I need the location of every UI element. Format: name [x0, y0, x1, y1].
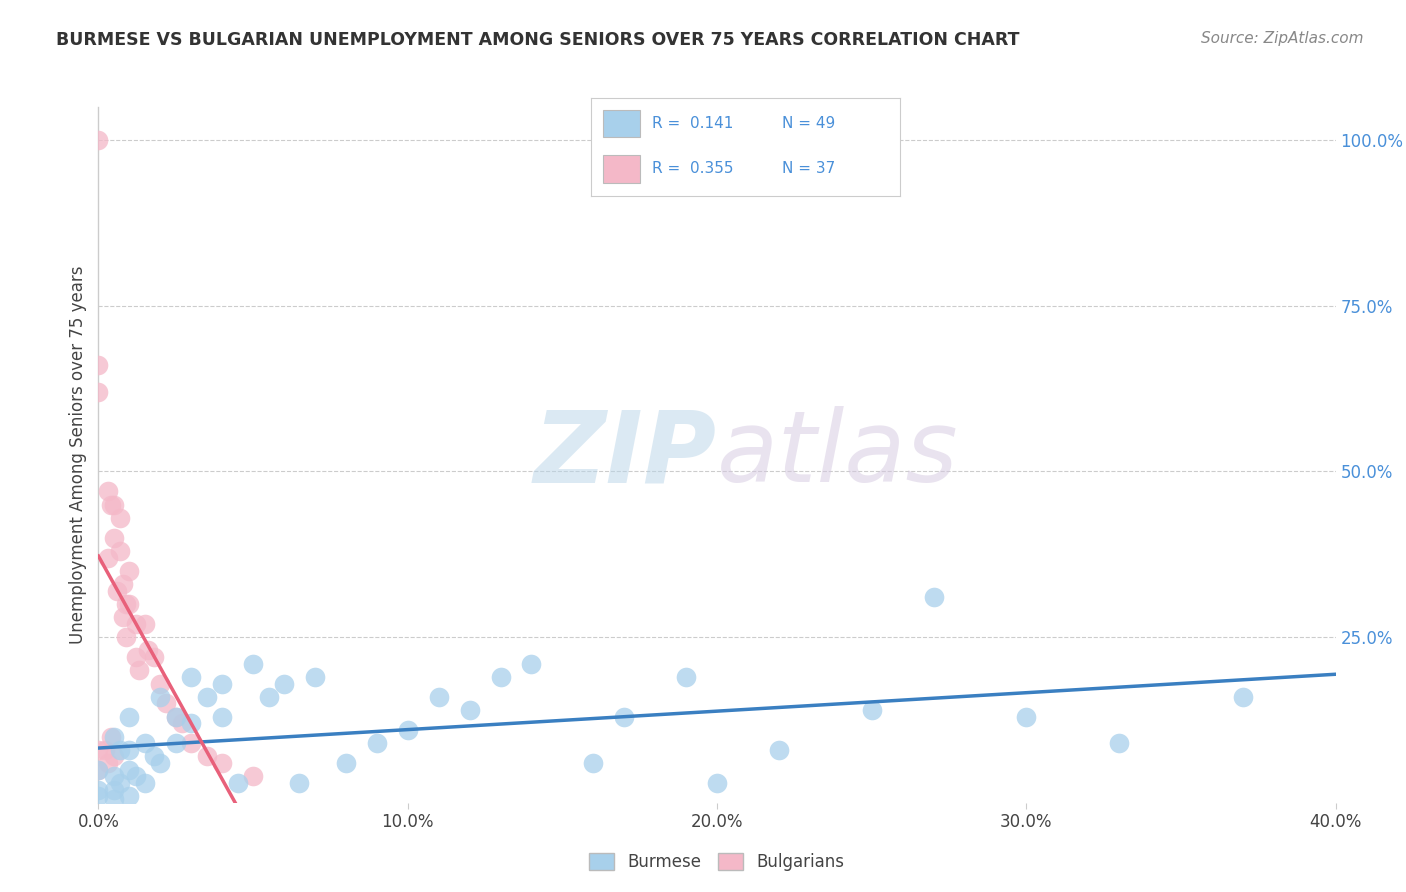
Point — [155, 697, 177, 711]
Point — [124, 650, 146, 665]
Point — [1232, 690, 1254, 704]
Text: ZIP: ZIP — [534, 407, 717, 503]
Point — [143, 749, 166, 764]
Point — [97, 550, 120, 565]
Point — [582, 756, 605, 770]
Point — [860, 703, 883, 717]
Point — [93, 743, 115, 757]
Point — [170, 716, 193, 731]
Point — [108, 743, 131, 757]
Point — [103, 531, 125, 545]
Point — [118, 564, 141, 578]
Point — [87, 743, 110, 757]
Point — [922, 591, 945, 605]
Y-axis label: Unemployment Among Seniors over 75 years: Unemployment Among Seniors over 75 years — [69, 266, 87, 644]
Point — [768, 743, 790, 757]
Point — [124, 769, 146, 783]
Point — [396, 723, 419, 737]
Point — [134, 736, 156, 750]
Point — [149, 690, 172, 704]
Text: N = 37: N = 37 — [782, 161, 835, 176]
Point — [100, 730, 122, 744]
Point — [118, 597, 141, 611]
Point — [165, 709, 187, 723]
Point — [115, 630, 138, 644]
Point — [136, 643, 159, 657]
Point — [675, 670, 697, 684]
Point — [118, 789, 141, 804]
Point — [87, 384, 110, 399]
Point — [149, 756, 172, 770]
Bar — [603, 155, 640, 183]
Point — [103, 498, 125, 512]
Point — [87, 763, 110, 777]
Point — [211, 709, 233, 723]
Point — [87, 789, 110, 804]
Point — [257, 690, 280, 704]
Point — [458, 703, 481, 717]
Point — [112, 610, 135, 624]
Point — [112, 577, 135, 591]
Point — [165, 736, 187, 750]
Point — [180, 716, 202, 731]
Point — [427, 690, 450, 704]
Point — [103, 792, 125, 806]
Text: R =  0.141: R = 0.141 — [652, 116, 734, 130]
Point — [118, 709, 141, 723]
Point — [87, 359, 110, 373]
Point — [211, 756, 233, 770]
Point — [366, 736, 388, 750]
Point — [118, 763, 141, 777]
Point — [134, 616, 156, 631]
Point — [103, 782, 125, 797]
Text: atlas: atlas — [717, 407, 959, 503]
Point — [489, 670, 512, 684]
Point — [118, 743, 141, 757]
Point — [149, 676, 172, 690]
Point — [97, 484, 120, 499]
Point — [335, 756, 357, 770]
Point — [108, 511, 131, 525]
Point — [165, 709, 187, 723]
Text: N = 49: N = 49 — [782, 116, 835, 130]
Point — [180, 670, 202, 684]
Point — [1015, 709, 1038, 723]
Point — [520, 657, 543, 671]
Text: R =  0.355: R = 0.355 — [652, 161, 734, 176]
Point — [103, 730, 125, 744]
Point — [100, 498, 122, 512]
Point — [143, 650, 166, 665]
Point — [108, 776, 131, 790]
Point — [103, 749, 125, 764]
Point — [195, 749, 218, 764]
Point — [103, 769, 125, 783]
Point — [108, 544, 131, 558]
Point — [97, 756, 120, 770]
Point — [613, 709, 636, 723]
Point — [105, 583, 128, 598]
Point — [124, 616, 146, 631]
Point — [115, 597, 138, 611]
Text: Source: ZipAtlas.com: Source: ZipAtlas.com — [1201, 31, 1364, 46]
Point — [195, 690, 218, 704]
Point — [87, 782, 110, 797]
Point — [288, 776, 311, 790]
Point — [87, 763, 110, 777]
Point — [134, 776, 156, 790]
Point — [226, 776, 249, 790]
Point — [242, 657, 264, 671]
Bar — [603, 110, 640, 137]
Point — [242, 769, 264, 783]
Point — [87, 133, 110, 147]
Point — [273, 676, 295, 690]
Point — [1108, 736, 1130, 750]
Point — [128, 663, 150, 677]
Point — [211, 676, 233, 690]
Point — [304, 670, 326, 684]
Legend: Burmese, Bulgarians: Burmese, Bulgarians — [582, 847, 852, 878]
Point — [180, 736, 202, 750]
Point — [706, 776, 728, 790]
Text: BURMESE VS BULGARIAN UNEMPLOYMENT AMONG SENIORS OVER 75 YEARS CORRELATION CHART: BURMESE VS BULGARIAN UNEMPLOYMENT AMONG … — [56, 31, 1019, 49]
